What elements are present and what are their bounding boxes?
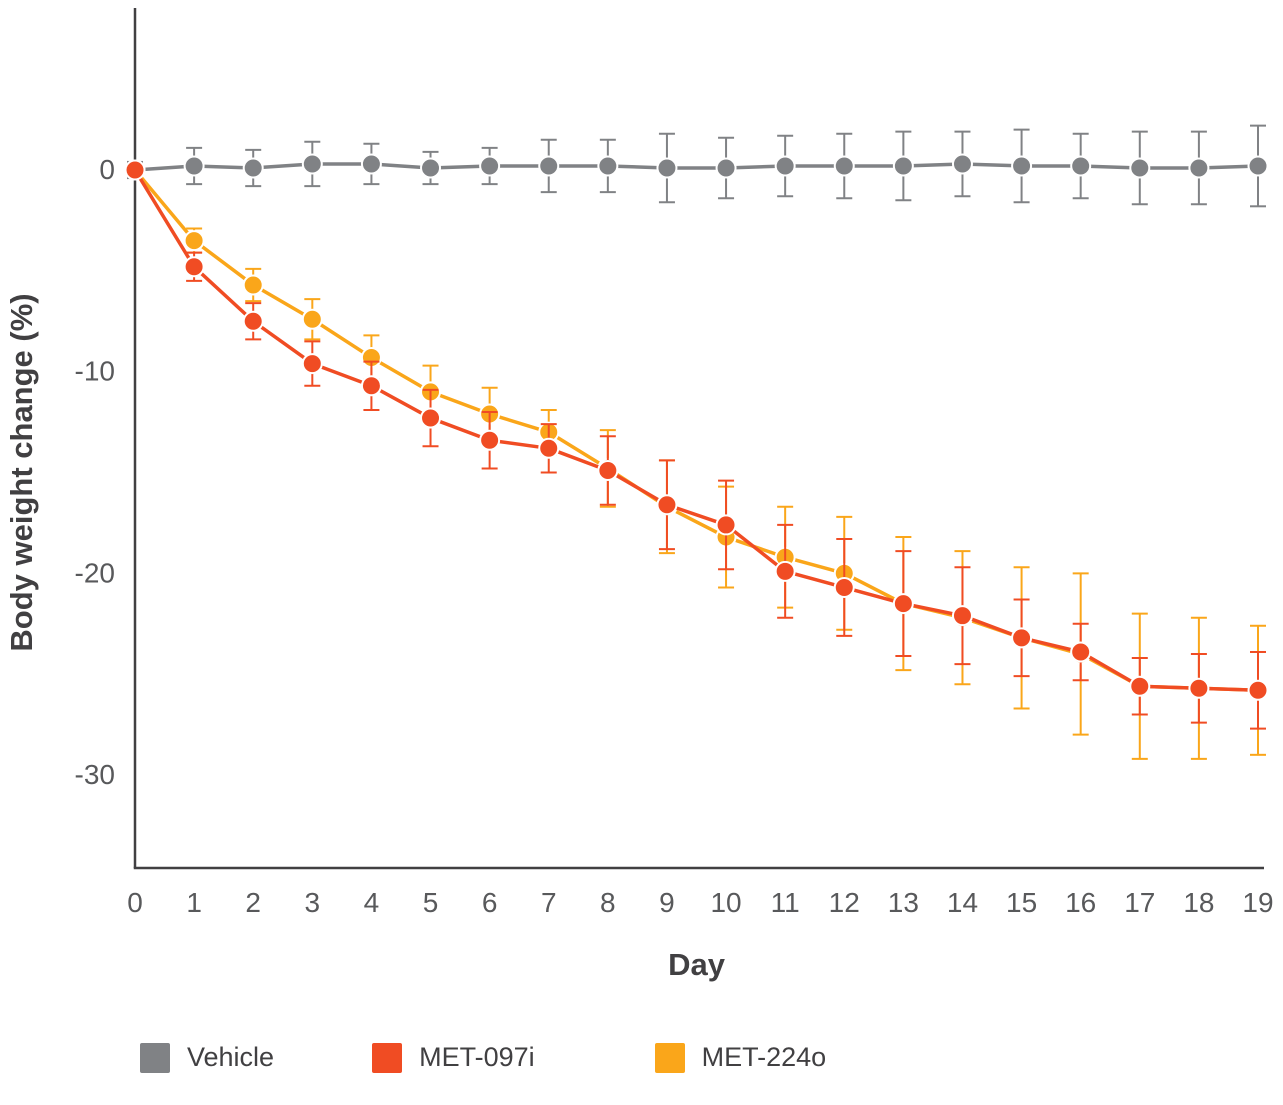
data-point-marker: [951, 153, 973, 175]
data-point-marker: [301, 353, 323, 375]
series-vehicle: [124, 124, 1269, 208]
x-tick-label: 15: [1006, 887, 1037, 918]
x-tick-label: 10: [710, 887, 741, 918]
data-point-marker: [1247, 679, 1269, 701]
data-point-marker: [360, 375, 382, 397]
data-point-marker: [1070, 641, 1092, 663]
x-tick-label: 17: [1124, 887, 1155, 918]
x-tick-label: 11: [771, 887, 800, 918]
body-weight-line-chart: 0-10-20-300 1 2 3 4 5 6 7 8 9 10 11 12 13 14 15 16 17 18 19…: [4, 8, 1274, 982]
x-tick-label: 4: [364, 887, 380, 918]
legend-swatch-met-224o: [654, 1042, 685, 1073]
data-point-marker: [656, 157, 678, 179]
data-point-marker: [538, 155, 560, 177]
legend-label-vehicle: Vehicle: [187, 1042, 275, 1072]
legend-swatch-met-097i: [372, 1042, 403, 1073]
data-point-marker: [124, 159, 146, 181]
data-point-marker: [420, 157, 442, 179]
data-point-marker: [1011, 627, 1033, 649]
x-tick-label: 3: [305, 887, 321, 918]
data-point-marker: [479, 155, 501, 177]
x-tick-label: 16: [1065, 887, 1096, 918]
data-point-marker: [951, 605, 973, 627]
x-tick-label: 6: [482, 887, 498, 918]
x-tick-label: 13: [888, 887, 919, 918]
legend-label-met-097i: MET-097i: [419, 1042, 535, 1072]
legend-swatch-vehicle: [140, 1042, 170, 1073]
data-point-marker: [479, 429, 501, 451]
data-point-marker: [597, 459, 619, 481]
data-point-marker: [597, 155, 619, 177]
chart-legend: Vehicle MET-097i MET-224o: [0, 1042, 1283, 1073]
x-tick-label: 12: [829, 887, 860, 918]
data-point-marker: [242, 157, 264, 179]
data-point-marker: [301, 308, 323, 330]
data-point-marker: [774, 560, 796, 582]
y-tick-label: -30: [75, 759, 115, 790]
x-axis-title: Day: [668, 947, 726, 982]
legend-item-vehicle: Vehicle: [140, 1042, 274, 1073]
x-tick-label: 8: [600, 887, 616, 918]
x-tick-labels: 0 1 2 3 4 5 6 7 8 9 10 11 12 13 14 15 16 17 18 19: [127, 887, 1273, 918]
data-point-marker: [183, 256, 205, 278]
data-point-marker: [656, 494, 678, 516]
x-tick-label: 0: [127, 887, 143, 918]
x-tick-label: 19: [1242, 887, 1273, 918]
data-point-marker: [1011, 155, 1033, 177]
data-point-marker: [242, 274, 264, 296]
x-tick-label: 14: [947, 887, 978, 918]
data-point-marker: [301, 153, 323, 175]
x-tick-label: 9: [659, 887, 675, 918]
data-point-marker: [833, 155, 855, 177]
data-point-marker: [360, 153, 382, 175]
data-point-marker: [183, 230, 205, 252]
data-point-marker: [892, 593, 914, 615]
x-tick-label: 5: [423, 887, 439, 918]
legend-item-met-224o: MET-224o: [654, 1042, 827, 1073]
data-point-marker: [715, 157, 737, 179]
data-point-marker: [1129, 675, 1151, 697]
axes: [133, 8, 1264, 870]
data-point-marker: [538, 437, 560, 459]
x-tick-label: 2: [245, 887, 261, 918]
y-tick-label: -20: [75, 557, 115, 588]
series-line: [133, 168, 1260, 693]
data-point-marker: [1188, 677, 1210, 699]
legend-label-met-224o: MET-224o: [701, 1042, 827, 1072]
series-met-224o: [124, 159, 1269, 760]
data-point-marker: [420, 407, 442, 429]
data-point-marker: [892, 155, 914, 177]
x-tick-label: 7: [541, 887, 557, 918]
data-point-marker: [715, 514, 737, 536]
y-axis-title: Body weight change (%): [4, 293, 39, 651]
data-point-marker: [833, 576, 855, 598]
y-tick-label: -10: [75, 356, 115, 387]
data-point-marker: [774, 155, 796, 177]
series-line: [133, 168, 1260, 693]
legend-item-met-097i: MET-097i: [372, 1042, 535, 1073]
data-point-marker: [242, 310, 264, 332]
x-tick-label: 18: [1183, 887, 1214, 918]
y-tick-label: 0: [99, 154, 115, 185]
series-met-097i: [124, 159, 1269, 730]
data-point-marker: [183, 155, 205, 177]
data-point-marker: [1188, 157, 1210, 179]
data-point-marker: [1070, 155, 1092, 177]
y-tick-labels: 0 -10 -20 -30: [75, 154, 115, 790]
data-point-marker: [1247, 155, 1269, 177]
data-point-marker: [1129, 157, 1151, 179]
x-tick-label: 1: [186, 887, 202, 918]
